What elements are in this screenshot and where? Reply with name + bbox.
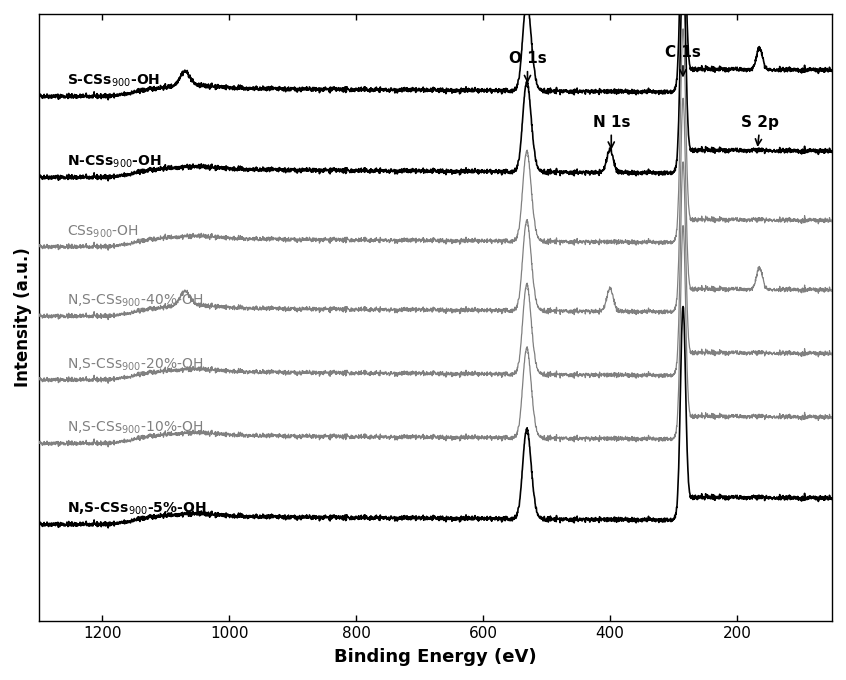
Text: N,S-CSs$_{900}$-20%-OH: N,S-CSs$_{900}$-20%-OH [68,356,204,373]
Text: N-CSs$_{900}$-OH: N-CSs$_{900}$-OH [68,154,162,170]
Text: C 1s: C 1s [665,46,701,75]
Text: S-CSs$_{900}$-OH: S-CSs$_{900}$-OH [68,73,161,89]
Text: N,S-CSs$_{900}$-5%-OH: N,S-CSs$_{900}$-5%-OH [68,500,206,517]
Text: N,S-CSs$_{900}$-10%-OH: N,S-CSs$_{900}$-10%-OH [68,420,204,436]
Text: N,S-CSs$_{900}$-40%-OH: N,S-CSs$_{900}$-40%-OH [68,292,204,309]
Text: O 1s: O 1s [508,51,547,82]
Y-axis label: Intensity (a.u.): Intensity (a.u.) [14,248,32,388]
Text: CSs$_{900}$-OH: CSs$_{900}$-OH [68,223,140,239]
X-axis label: Binding Energy (eV): Binding Energy (eV) [334,648,536,666]
Text: N 1s: N 1s [592,115,630,148]
Text: S 2p: S 2p [741,115,779,146]
